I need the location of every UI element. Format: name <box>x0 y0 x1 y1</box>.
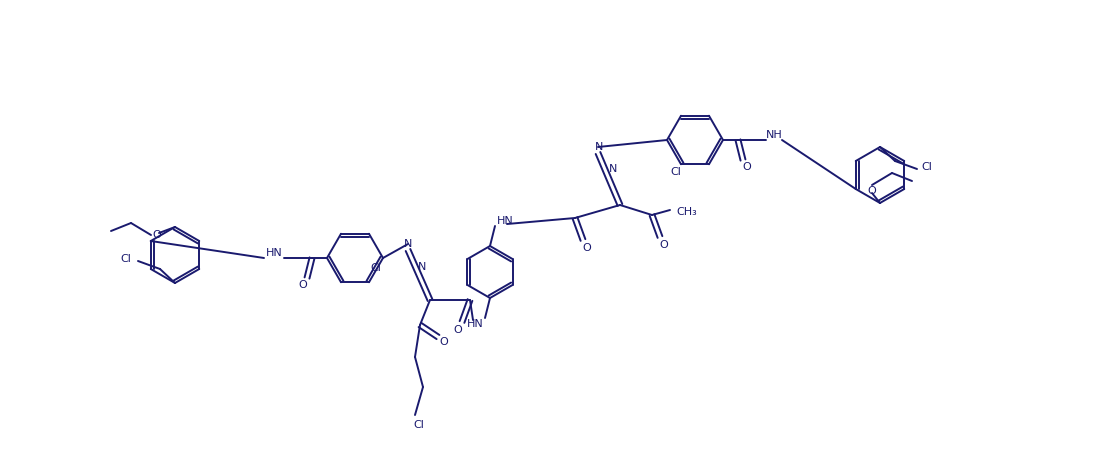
Text: N: N <box>595 142 603 152</box>
Text: O: O <box>868 186 877 196</box>
Text: Cl: Cl <box>121 254 132 264</box>
Text: O: O <box>298 280 307 290</box>
Text: O: O <box>152 230 161 240</box>
Text: Cl: Cl <box>414 420 425 430</box>
Text: O: O <box>659 240 668 250</box>
Text: CH₃: CH₃ <box>676 207 697 217</box>
Text: HN: HN <box>497 216 513 226</box>
Text: HN: HN <box>265 248 282 258</box>
Text: N: N <box>404 239 412 249</box>
Text: HN: HN <box>466 319 484 329</box>
Text: O: O <box>583 243 591 253</box>
Text: NH: NH <box>766 130 782 140</box>
Text: N: N <box>609 164 618 174</box>
Text: O: O <box>454 325 462 335</box>
Text: Cl: Cl <box>371 263 382 273</box>
Text: Cl: Cl <box>921 162 932 172</box>
Text: O: O <box>440 337 449 347</box>
Text: N: N <box>418 262 427 272</box>
Text: O: O <box>743 162 751 172</box>
Text: Cl: Cl <box>670 167 681 177</box>
